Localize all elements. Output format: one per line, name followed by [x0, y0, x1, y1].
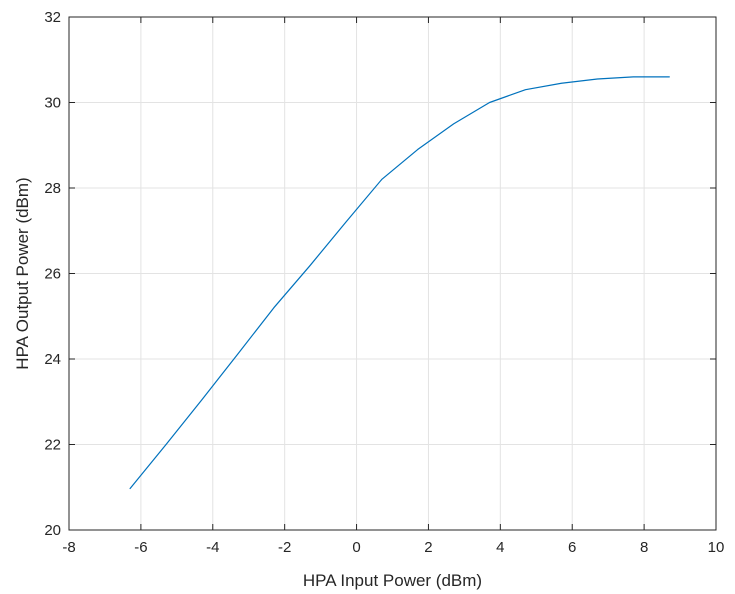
- x-tick-label: -2: [278, 539, 291, 556]
- y-tick-label: 22: [44, 437, 61, 454]
- x-tick-label: 6: [568, 539, 576, 556]
- y-axis-title: HPA Output Power (dBm): [13, 177, 32, 369]
- x-axis-title: HPA Input Power (dBm): [303, 571, 482, 590]
- series-layer: [129, 76, 670, 490]
- x-tick-label: -6: [134, 539, 147, 556]
- y-tick-label: 26: [44, 266, 61, 283]
- series-line: [129, 76, 670, 490]
- x-tick-label: 10: [708, 539, 725, 556]
- y-tick-label: 20: [44, 522, 61, 539]
- x-tick-label: -8: [62, 539, 75, 556]
- x-tick-label: 2: [424, 539, 432, 556]
- y-tick-label: 32: [44, 9, 61, 26]
- x-tick-label: -4: [206, 539, 219, 556]
- y-tick-label: 30: [44, 95, 61, 112]
- grid: [69, 17, 716, 530]
- y-tick-label: 24: [44, 351, 61, 368]
- y-tick-label: 28: [44, 180, 61, 197]
- x-tick-label: 0: [352, 539, 360, 556]
- x-tick-label: 4: [496, 539, 504, 556]
- ticks: [68, 16, 717, 531]
- x-tick-label: 8: [640, 539, 648, 556]
